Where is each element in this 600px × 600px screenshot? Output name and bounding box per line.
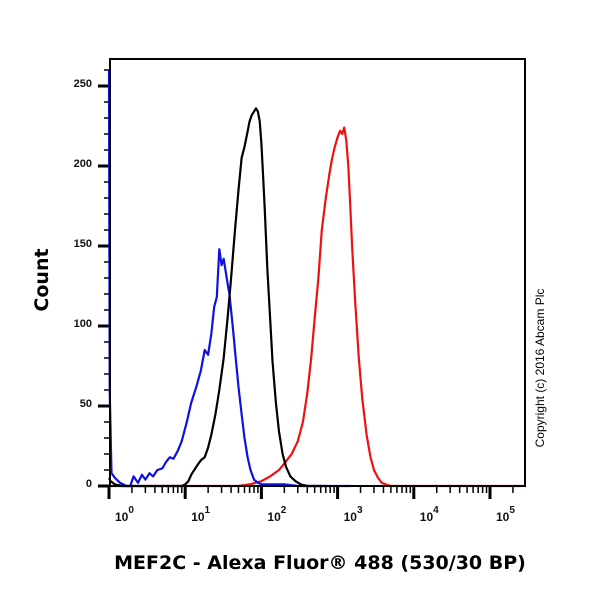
y-tick-label: 200 [73,158,92,170]
histogram-curves [107,69,521,488]
blue-histogram-curve [107,69,351,488]
y-axis-title: Count [22,240,62,320]
copyright-text: Copyright (c) 2016 Abcam Plc [533,288,547,447]
y-tick-label: 0 [85,478,92,490]
x-tick-label: 103 [343,505,363,524]
x-tick-label: 101 [191,505,211,524]
x-axis-title: MEF2C - Alexa Fluor® 488 (530/30 BP) [114,552,526,574]
y-tick-label: 50 [79,398,92,410]
y-tick-label: 100 [73,318,92,330]
x-axis-ticks [107,486,514,499]
x-tick-label: 100 [115,505,134,524]
copyright-annotation: Copyright (c) 2016 Abcam Plc [530,240,550,495]
x-tick-label: 105 [496,505,515,524]
y-axis-title-text: Count [31,248,53,312]
x-tick-label: 104 [419,505,439,524]
red-histogram-curve [109,126,521,488]
y-tick-label: 150 [73,238,92,250]
plot-frame [109,58,526,487]
x-tick-label: 102 [267,505,287,524]
y-tick-label: 250 [73,78,92,90]
